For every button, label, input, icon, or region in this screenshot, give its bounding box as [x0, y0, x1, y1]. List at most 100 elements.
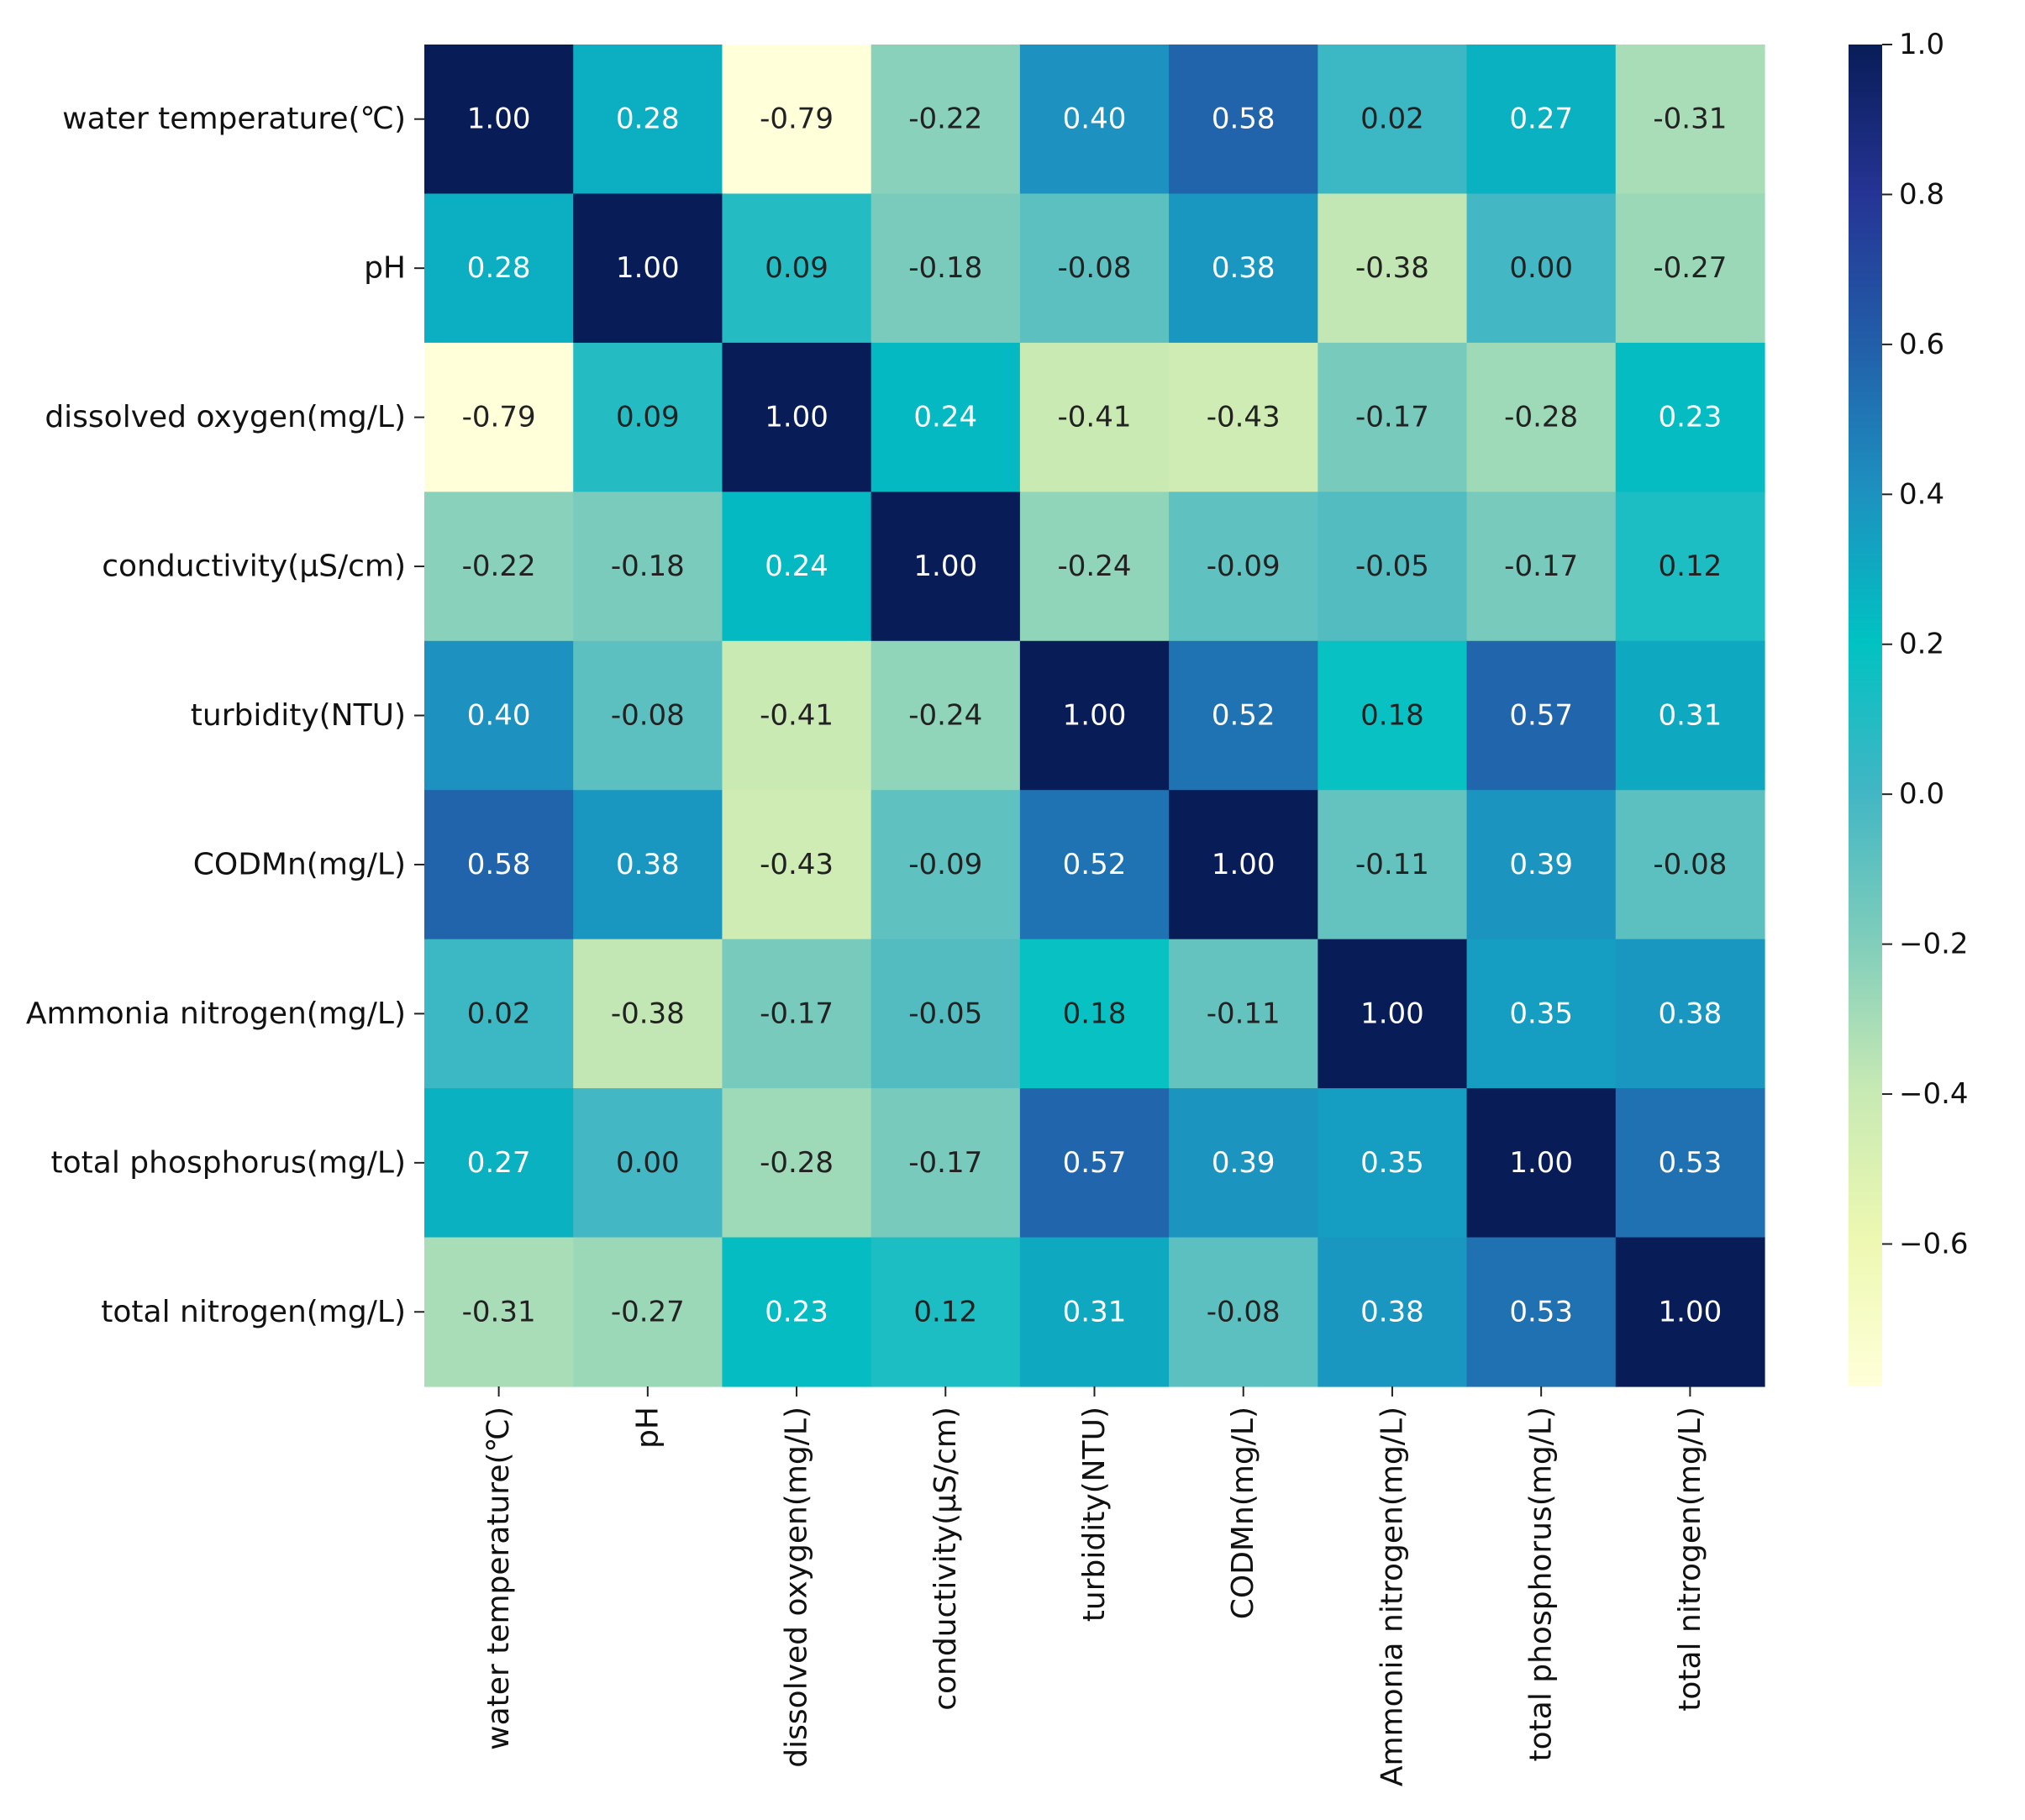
heatmap-cell-value: -0.08 [611, 699, 685, 733]
heatmap-cell-value: -0.27 [611, 1295, 685, 1328]
heatmap-cell [1318, 640, 1468, 791]
heatmap-cell [1615, 790, 1765, 940]
heatmap-cell-value: -0.17 [1504, 550, 1578, 583]
heatmap-cell-value: 0.31 [1659, 699, 1723, 733]
heatmap-cell-value: 0.53 [1659, 1146, 1723, 1180]
colorbar-tick-label: 0.4 [1899, 477, 1944, 511]
heatmap-cell-value: -0.17 [760, 997, 834, 1030]
heatmap-cell [722, 1088, 872, 1239]
heatmap-cell [722, 1237, 872, 1387]
heatmap-cell [1615, 45, 1765, 195]
heatmap-cell [1615, 1088, 1765, 1239]
heatmap-cell [870, 342, 1021, 492]
heatmap-cell [424, 939, 574, 1089]
heatmap-cell [1466, 640, 1617, 791]
heatmap-cell-value: -0.38 [1355, 251, 1429, 285]
heatmap-cell-value: 0.40 [1063, 103, 1127, 136]
heatmap-cell-value: 0.53 [1509, 1295, 1573, 1328]
heatmap-cell-value: 0.58 [1212, 103, 1275, 136]
heatmap-cell [1019, 492, 1170, 642]
heatmap-cell-value: 0.58 [467, 848, 531, 881]
heatmap-cell [424, 1237, 574, 1387]
heatmap-cell [870, 193, 1021, 344]
heatmap-cell-value: 1.00 [1212, 848, 1275, 881]
x-axis-tick-label: total phosphorus(mg/L) [1524, 1407, 1559, 1761]
heatmap-cell [1169, 193, 1318, 344]
heatmap-cell-value: 0.02 [467, 997, 531, 1030]
heatmap-cell-value: 1.00 [467, 103, 531, 136]
heatmap-cell [573, 790, 723, 940]
heatmap-cell-value: -0.22 [462, 550, 536, 583]
y-axis-tick-label: conductivity(μS/cm) [102, 550, 406, 584]
y-axis-tick-label: total phosphorus(mg/L) [51, 1145, 406, 1180]
heatmap-cell-value: 0.23 [1659, 401, 1723, 434]
y-axis-tick-label: Ammonia nitrogen(mg/L) [26, 997, 406, 1031]
heatmap-cell [722, 492, 872, 642]
heatmap-cell [1019, 193, 1170, 344]
heatmap-cell [722, 342, 872, 492]
heatmap-cell-value: 0.12 [913, 1295, 977, 1328]
heatmap-cell [1318, 193, 1468, 344]
heatmap-cell-value: 1.00 [1659, 1295, 1723, 1328]
heatmap-cell-value: -0.05 [1355, 550, 1429, 583]
heatmap-cell-value: -0.08 [1653, 848, 1727, 881]
heatmap-cell [1615, 342, 1765, 492]
heatmap-cell [870, 45, 1021, 195]
colorbar-tick-label: 1.0 [1899, 28, 1944, 61]
heatmap-cell-value: -0.09 [908, 848, 982, 881]
y-axis-tick-labels: water temperature(℃) pH dissolved oxygen(m… [26, 102, 424, 1329]
heatmap-cell [1169, 790, 1318, 940]
colorbar-tick-label: 0.2 [1899, 628, 1944, 661]
x-axis-tick-label: turbidity(NTU) [1077, 1407, 1112, 1622]
heatmap-cell-value: 0.09 [765, 251, 828, 285]
heatmap-cell-value: 0.52 [1063, 848, 1127, 881]
heatmap-cell-value: -0.08 [1207, 1295, 1281, 1328]
heatmap-cell [424, 45, 574, 195]
heatmap-cell-value: 0.00 [1509, 251, 1573, 285]
heatmap-cell [1615, 193, 1765, 344]
x-axis-tick-label: pH [630, 1407, 665, 1449]
heatmap-cell-value: 0.39 [1212, 1146, 1275, 1180]
heatmap-cell [722, 640, 872, 791]
heatmap-cell [1019, 939, 1170, 1089]
heatmap-cell [1169, 939, 1318, 1089]
heatmap-cell [1169, 45, 1318, 195]
heatmap-cell [424, 492, 574, 642]
heatmap-cell-value: -0.31 [462, 1295, 536, 1328]
heatmap-cell [424, 1088, 574, 1239]
y-axis-tick-label: pH [364, 251, 406, 286]
heatmap-cell [870, 939, 1021, 1089]
heatmap-cell-value: 0.38 [1212, 251, 1275, 285]
heatmap-cell [1318, 342, 1468, 492]
heatmap-cell-value: 0.28 [616, 103, 680, 136]
x-axis-tick-label: total nitrogen(mg/L) [1673, 1407, 1707, 1712]
heatmap-cell-value: -0.18 [611, 550, 685, 583]
heatmap-cell [1615, 939, 1765, 1089]
heatmap-cell-value: -0.43 [1207, 401, 1281, 434]
heatmap-cell [573, 492, 723, 642]
heatmap-cell-value: -0.11 [1207, 997, 1281, 1030]
colorbar-tick-label: 0.8 [1899, 177, 1944, 211]
heatmap-cell-value: 1.00 [1509, 1146, 1573, 1180]
y-axis-tick-label: water temperature(℃) [62, 102, 406, 136]
heatmap-cell [1318, 1088, 1468, 1239]
heatmap-cell [424, 193, 574, 344]
heatmap-cell-value: 0.38 [616, 848, 680, 881]
heatmap-cell-value: -0.43 [760, 848, 834, 881]
heatmap-cell [573, 193, 723, 344]
colorbar-tick-label: 0.0 [1899, 777, 1944, 811]
heatmap-cell [424, 640, 574, 791]
heatmap-cell-value: -0.05 [908, 997, 982, 1030]
heatmap-cell-value: -0.09 [1207, 550, 1281, 583]
heatmap-cell-value: 0.57 [1509, 699, 1573, 733]
heatmap-cell [573, 939, 723, 1089]
y-axis-tick-label: turbidity(NTU) [191, 698, 406, 733]
heatmap-cell-value: -0.79 [760, 103, 834, 136]
heatmap-cell-value: 0.12 [1659, 550, 1723, 583]
heatmap-cell-value: 0.27 [467, 1146, 531, 1180]
heatmap-cell [424, 342, 574, 492]
heatmap-cell-value: 0.24 [913, 401, 977, 434]
heatmap-cell-value: 0.09 [616, 401, 680, 434]
heatmap-cell-value: 0.39 [1509, 848, 1573, 881]
